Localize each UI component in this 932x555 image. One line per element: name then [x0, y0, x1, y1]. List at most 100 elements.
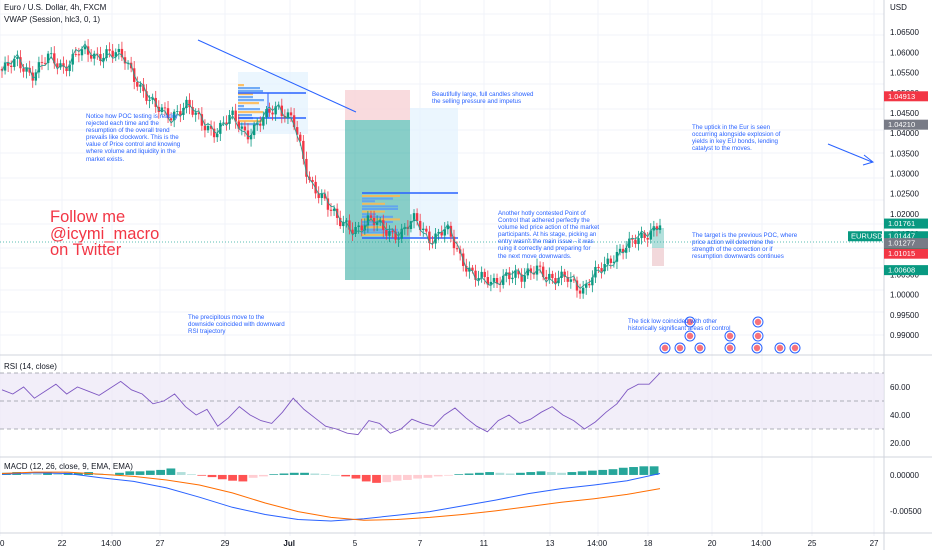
macd-histogram-bar [402, 474, 412, 480]
candle-down [53, 53, 56, 64]
candle-up [194, 112, 197, 115]
candle-down [311, 179, 314, 182]
profile-bar [362, 208, 398, 210]
price-tick-label: 1.06000 [890, 48, 919, 57]
candle-down [631, 238, 634, 240]
macd-histogram-bar [166, 468, 176, 475]
candle-down [372, 217, 376, 225]
candle-down [351, 229, 354, 234]
macd-histogram-bar [526, 472, 536, 475]
candle-down [418, 220, 422, 230]
candle-down [474, 270, 477, 280]
macd-histogram-bar [53, 473, 63, 475]
profile-bar [362, 205, 398, 208]
follow-promo-text: Follow me @icymi_macro on Twitter [50, 208, 160, 259]
time-tick-label: 14:00 [587, 539, 608, 548]
time-tick-label: 29 [221, 539, 230, 548]
candle-down [0, 68, 4, 71]
candle-up [286, 112, 290, 119]
candle-up [357, 225, 360, 228]
candle-up [148, 99, 151, 101]
event-flag-icon [661, 344, 669, 352]
macd-histogram-bar [259, 474, 268, 477]
profile-bar [238, 108, 260, 111]
annotation-candles: Beautifully large, full candles showed t… [432, 91, 534, 106]
candle-up [228, 114, 231, 124]
profile-bar [238, 87, 260, 90]
candle-down [6, 62, 10, 66]
symbol-title: Euro / U.S. Dollar, 4h, FXCM [4, 3, 107, 12]
candle-down [19, 57, 22, 69]
candle-down [483, 271, 486, 278]
candle-up [71, 54, 74, 65]
candle-down [554, 278, 557, 284]
macd-histogram-bar [588, 470, 597, 475]
macd-histogram-bar [300, 472, 309, 475]
event-flag-icon [754, 332, 762, 340]
candle-up [16, 57, 19, 59]
candle-up [332, 208, 336, 211]
candle-down [234, 110, 237, 122]
candle-down [455, 248, 459, 250]
candle-up [231, 110, 234, 115]
candle-down [289, 112, 293, 116]
candle-up [83, 46, 87, 50]
macd-histogram-bar [485, 472, 494, 475]
candle-up [342, 221, 345, 227]
event-flag-icon [726, 344, 734, 352]
macd-histogram-bar [145, 470, 155, 475]
trend-line [197, 39, 357, 113]
macd-histogram-bar [115, 472, 124, 475]
candle-down [597, 266, 600, 269]
candle-down [425, 228, 428, 232]
candle-down [259, 123, 262, 126]
candle-down [86, 46, 90, 55]
symbol-tag-label: EURUSD [851, 232, 883, 241]
price-tick-label: 1.02000 [890, 210, 919, 219]
time-tick-label: 14:00 [101, 539, 122, 548]
candle-up [489, 281, 493, 285]
price-tick-label: 1.02500 [890, 190, 919, 199]
candle-up [388, 231, 391, 236]
macd-histogram-bar [629, 467, 638, 475]
candle-up [117, 48, 121, 53]
time-tick-label: 22 [58, 539, 67, 548]
candle-up [139, 84, 142, 87]
candle-down [56, 63, 59, 68]
macd-histogram-bar [156, 469, 165, 475]
event-flag-icon [686, 318, 694, 326]
annotation-contested: Another hotly contested Point of Control… [498, 210, 600, 260]
macd-histogram-bar [382, 474, 392, 483]
time-tick-label: 5 [353, 539, 358, 548]
price-tag-label: 1.01277 [888, 239, 915, 248]
symbol-tag [848, 231, 882, 242]
candle-up [446, 225, 450, 230]
candle-down [246, 130, 250, 140]
candle-down [643, 232, 646, 238]
event-flag-icon [686, 332, 694, 340]
time-tick-label: 20 [0, 539, 5, 548]
profile-bar [238, 123, 259, 126]
candle-up [160, 107, 164, 112]
macd-histogram-bar [505, 473, 515, 475]
candle-down [40, 62, 44, 63]
candle-down [108, 49, 111, 51]
candle-down [646, 237, 649, 240]
candle-up [151, 97, 154, 100]
candle-down [575, 280, 579, 291]
price-tick-label: 0.99500 [890, 311, 919, 320]
macd-histogram-bar [279, 473, 289, 475]
candle-down [508, 272, 511, 280]
candles-group [0, 39, 662, 299]
price-tag-label: 1.04913 [888, 92, 915, 101]
candle-up [256, 123, 259, 125]
candle-up [176, 111, 179, 112]
candle-down [65, 66, 68, 72]
candle-up [397, 238, 400, 240]
candle-down [197, 112, 200, 115]
candle-up [612, 261, 616, 263]
candle-up [216, 133, 219, 138]
event-flag-icon [791, 344, 799, 352]
event-flag-icon [676, 344, 684, 352]
